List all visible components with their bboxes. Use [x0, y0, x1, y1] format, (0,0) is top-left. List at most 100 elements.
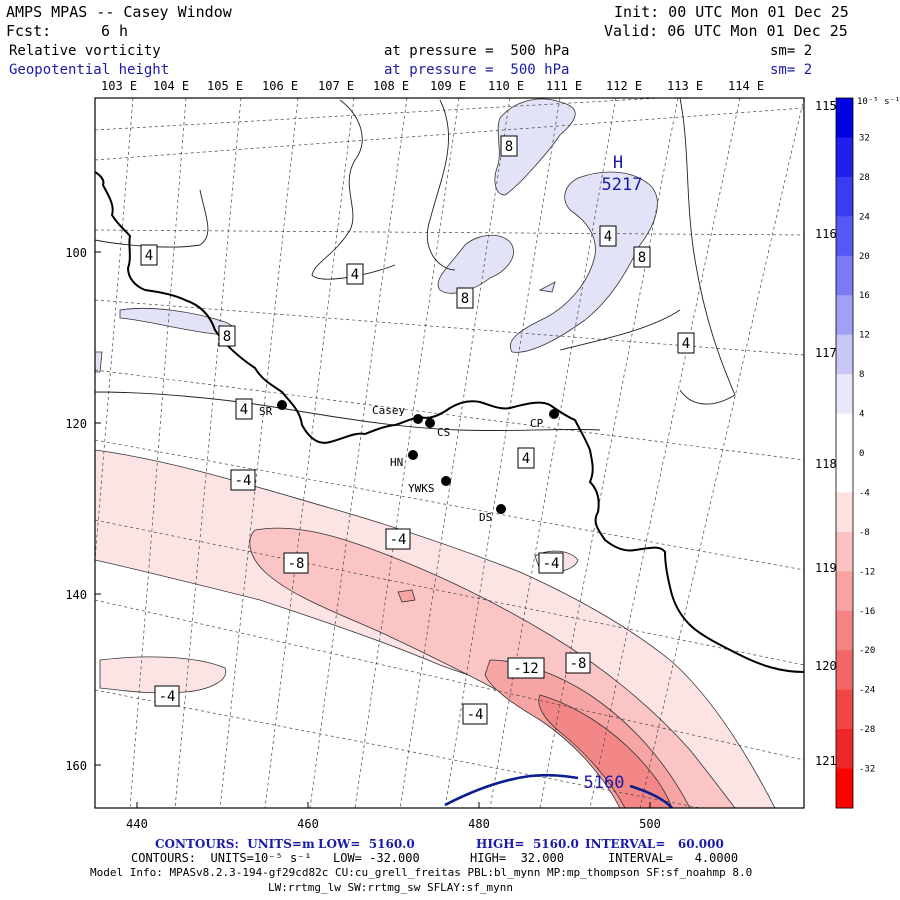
- colorbar-tick-label: -20: [859, 646, 875, 656]
- station-label-sr: SR: [259, 405, 273, 418]
- station-label-ds: DS: [479, 511, 492, 524]
- colorbar-unit: 10⁻⁵ s⁻¹: [857, 97, 900, 107]
- station-dot-cp: [549, 409, 559, 419]
- forecast-label: Fcst:: [6, 22, 52, 40]
- colorbar-swatch: [836, 531, 853, 572]
- colorbar-tick-label: 32: [859, 133, 870, 143]
- contour-label: -8: [288, 556, 305, 572]
- colorbar-swatch: [836, 492, 853, 533]
- contour-label: -4: [235, 473, 252, 489]
- forecast-hour: 6 h: [101, 22, 129, 40]
- contour-label-group: 4 4 4 4 4 4 8 8 8 8 -4 -4 -4 -4 -4 -8 -8…: [140, 135, 695, 725]
- colorbar-tick-label: 20: [859, 252, 870, 262]
- lon-label: 113 E: [667, 79, 703, 93]
- top-longitude-labels: 103 E 104 E 105 E 106 E 107 E 108 E 109 …: [101, 79, 764, 93]
- lon-label: 106 E: [262, 79, 298, 93]
- contours2-low: LOW= -32.000: [333, 851, 420, 865]
- y-tick-label: 120: [65, 417, 87, 431]
- colorbar-tick-label: 8: [859, 370, 864, 380]
- contour-label: -8: [570, 656, 587, 672]
- x-tick-labels: 440 460 480 500: [126, 817, 661, 831]
- colorbar-tick-label: -32: [859, 765, 875, 775]
- colorbar-swatch: [836, 768, 853, 809]
- high-center-label: H: [613, 153, 623, 173]
- x-tick-label: 500: [639, 817, 661, 831]
- station-label-casey: Casey: [372, 404, 405, 417]
- coastline: [95, 171, 804, 673]
- station-dot-hn: [408, 450, 418, 460]
- lon-label: 111 E: [546, 79, 582, 93]
- colorbar-swatch: [836, 176, 853, 217]
- lon-label: 103 E: [101, 79, 137, 93]
- plot-frame: [94, 97, 805, 809]
- colorbar-swatch: [836, 729, 853, 770]
- field1-smoothing: sm= 2: [770, 43, 813, 59]
- colorbar-tick-label: -12: [859, 567, 875, 577]
- high-center-value: 5217: [602, 175, 643, 195]
- x-tick-label: 480: [468, 817, 490, 831]
- contours1-interval: INTERVAL= 60.000: [585, 837, 724, 851]
- station-label-cp: CP: [530, 417, 544, 430]
- colorbar-tick-label: -24: [859, 686, 875, 696]
- valid-time: Valid: 06 UTC Mon 01 Dec 25: [604, 22, 848, 40]
- colorbar: 32 28 24 20 16 12 8 4 0 -4 -8 -12 -16 -20 -24 -28 -32: [835, 97, 875, 809]
- contours1-label: CONTOURS: UNITS=m: [155, 837, 315, 851]
- model-info: Model Info: MPASv8.2.3-194-gf29cd82c CU:…: [90, 866, 753, 879]
- colorbar-swatch: [836, 295, 853, 336]
- vorticity-contours: [95, 98, 736, 432]
- contour-label: 4: [145, 248, 153, 264]
- station-dot-casey: [413, 414, 423, 424]
- field1-level: at pressure = 500 hPa: [384, 43, 570, 59]
- station-label-cs: CS: [437, 426, 450, 439]
- colorbar-swatch: [836, 255, 853, 296]
- colorbar-tick-label: 4: [859, 410, 864, 420]
- contour-label: 8: [461, 291, 469, 307]
- contour-label: 8: [505, 139, 513, 155]
- height-contours: [444, 773, 673, 808]
- colorbar-swatch: [836, 650, 853, 691]
- contours1-high: HIGH= 5160.0: [476, 837, 579, 851]
- model-title: AMPS MPAS -- Casey Window: [6, 3, 232, 21]
- contour-label: -4: [390, 532, 407, 548]
- colorbar-tick-label: -4: [859, 488, 870, 498]
- field2-name: Geopotential height: [9, 62, 170, 78]
- y-ticks: [95, 251, 101, 766]
- y-tick-label: 160: [65, 759, 87, 773]
- colorbar-tick-label: -28: [859, 725, 875, 735]
- colorbar-swatch: [836, 413, 853, 454]
- lon-label: 108 E: [373, 79, 409, 93]
- colorbar-swatch: [836, 137, 853, 178]
- contour-label: -4: [543, 556, 560, 572]
- colorbar-swatch: [836, 98, 853, 138]
- x-ticks: [136, 802, 651, 808]
- y-tick-label: 140: [65, 588, 87, 602]
- y-tick-label: 100: [65, 246, 87, 260]
- colorbar-frame: [835, 97, 854, 809]
- init-time: Init: 00 UTC Mon 01 Dec 25: [614, 3, 849, 21]
- field2-smoothing: sm= 2: [770, 62, 813, 78]
- field1-name: Relative vorticity: [9, 43, 161, 59]
- lon-label: 114 E: [728, 79, 764, 93]
- contour-label: -12: [513, 661, 538, 677]
- contour-label: 4: [240, 402, 248, 418]
- lon-label: 112 E: [606, 79, 642, 93]
- lon-label: 110 E: [488, 79, 524, 93]
- contours2-high: HIGH= 32.000: [470, 851, 564, 865]
- contours2-interval: INTERVAL= 4.0000: [608, 851, 739, 865]
- colorbar-swatch: [836, 216, 853, 257]
- station-label-hn: HN: [390, 456, 403, 469]
- x-tick-label: 460: [297, 817, 319, 831]
- height-contour-label: 5160: [584, 773, 625, 793]
- colorbar-tick-label: 12: [859, 331, 870, 341]
- model-info-radiation: LW:rrtmg_lw SW:rrtmg_sw SFLAY:sf_mynn: [268, 881, 514, 894]
- contour-label: 4: [604, 229, 612, 245]
- x-tick-label: 440: [126, 817, 148, 831]
- vorticity-shading: [95, 98, 776, 808]
- colorbar-tick-label: 0: [859, 449, 864, 459]
- colorbar-tick-label: -16: [859, 607, 875, 617]
- contours1-low: LOW= 5160.0: [318, 837, 415, 851]
- colorbar-swatch: [836, 374, 853, 415]
- station-dot-ds: [496, 504, 506, 514]
- station-markers: [277, 400, 559, 514]
